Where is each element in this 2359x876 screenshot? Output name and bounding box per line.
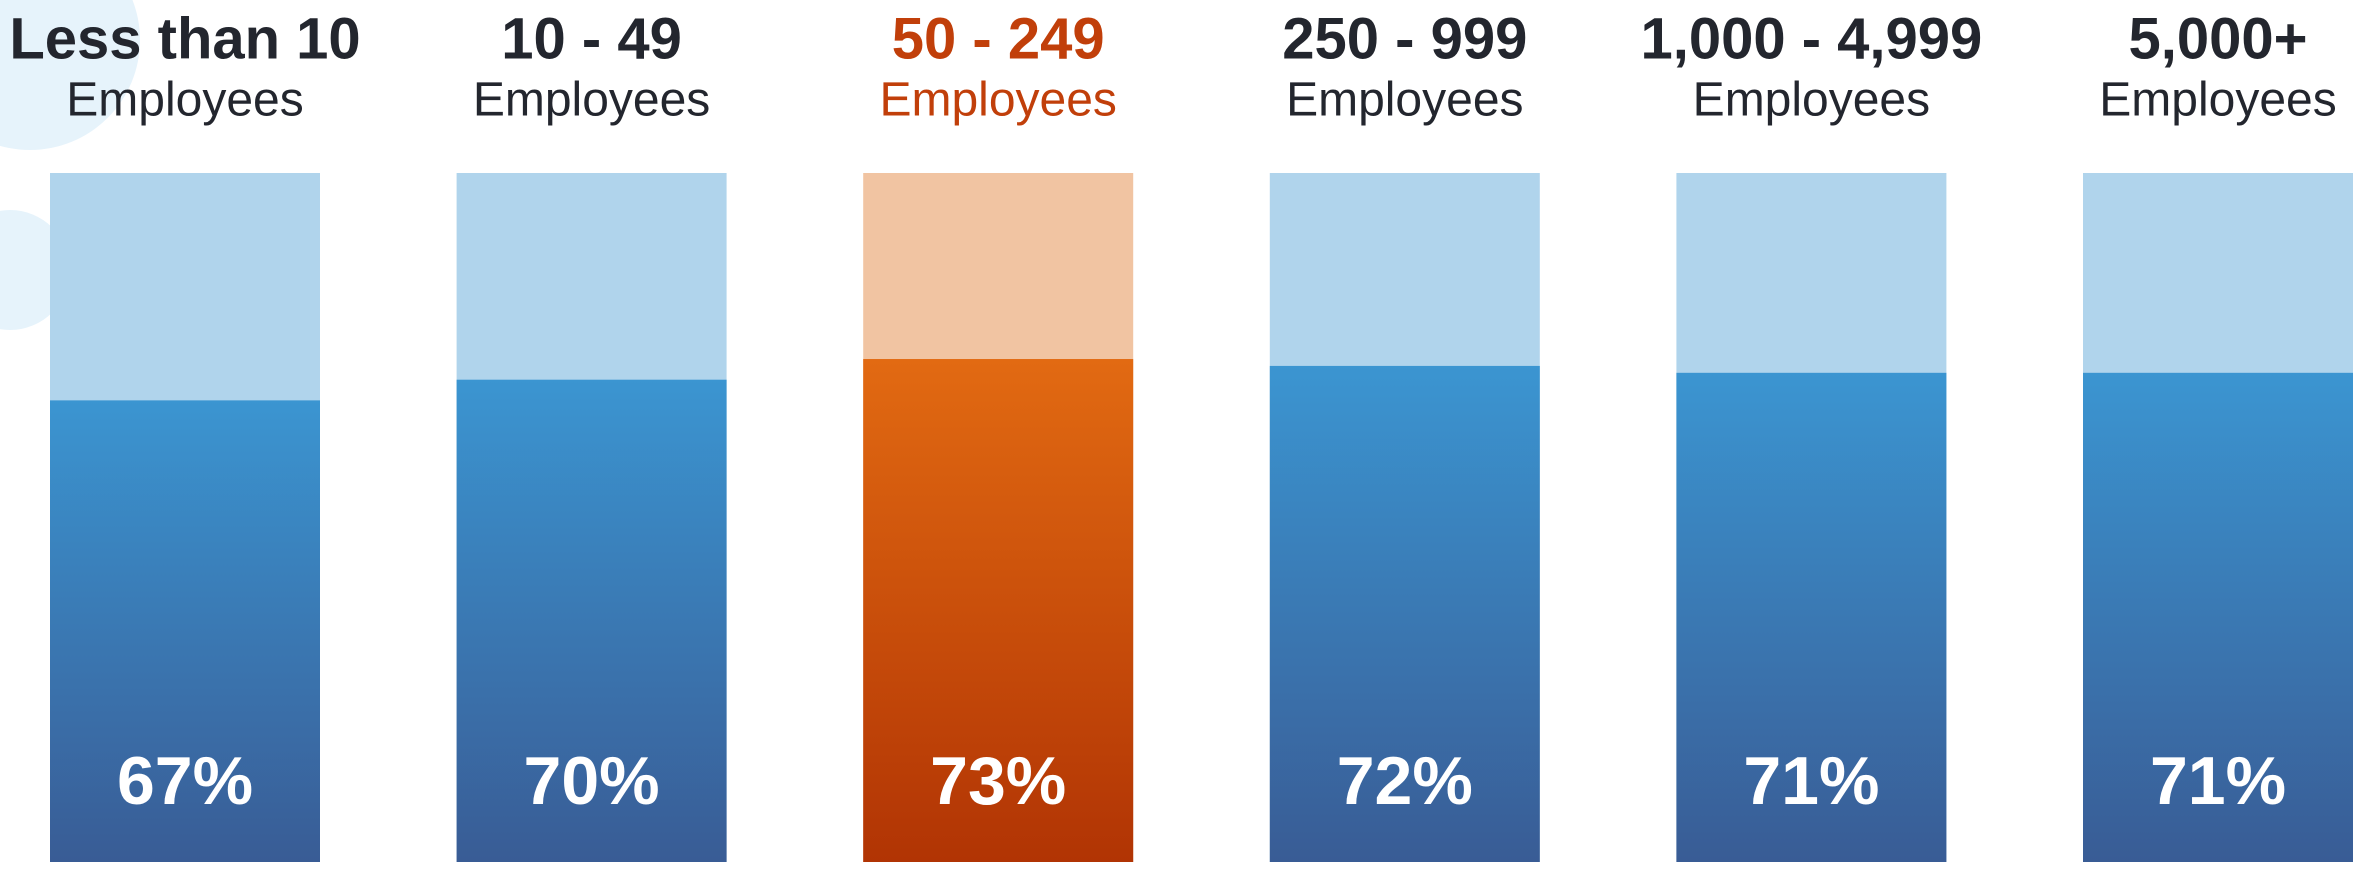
category-label: 5,000+ [2128,6,2307,71]
category-label: 10 - 49 [501,6,682,71]
category-label: 50 - 249 [892,6,1105,71]
value-label: 73% [930,743,1066,819]
bar [50,400,320,862]
value-label: 67% [117,743,253,819]
bar [1269,365,1540,862]
category-sublabel: Employees [473,74,710,127]
value-label: 71% [2150,743,2286,819]
value-label: 72% [1337,743,1473,819]
category-sublabel: Employees [879,74,1116,127]
category-sublabel: Employees [1693,74,1930,127]
category-label: Less than 10 [9,6,360,71]
category-sublabel: Employees [66,74,303,127]
value-label: 71% [1743,743,1879,819]
decor-circle [0,0,140,150]
bar [456,379,727,862]
bar [2083,372,2353,862]
bar [863,359,1134,862]
category-sublabel: Employees [1286,74,1523,127]
value-label: 70% [524,743,660,819]
bar [1676,372,1947,862]
category-sublabel: Employees [2099,74,2336,127]
category-label: 1,000 - 4,999 [1640,6,1982,71]
category-label: 250 - 999 [1282,6,1527,71]
